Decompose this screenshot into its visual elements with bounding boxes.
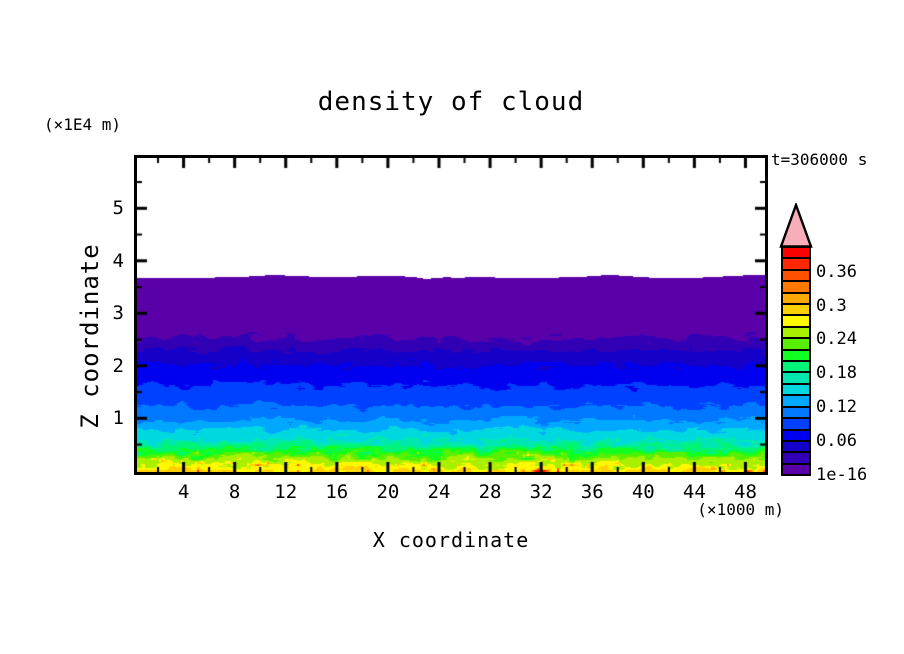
colorbar-cell-4 <box>783 417 809 429</box>
z-tick-label-1: 1 <box>112 407 124 430</box>
colorbar-cell-15 <box>783 291 809 304</box>
z-tick-label-3: 3 <box>112 302 124 325</box>
plot-title: density of cloud <box>317 87 585 117</box>
colorbar-cell-2 <box>783 439 809 452</box>
z-tick-label-2: 2 <box>112 354 124 377</box>
z-tick-label-4: 4 <box>112 249 124 272</box>
x-axis-unit-label: (×1000 m) <box>697 500 784 519</box>
x-tick-label-28: 28 <box>478 481 502 503</box>
x-axis-title: X coordinate <box>372 528 530 552</box>
colorbar-tick-label-0.06: 0.06 <box>816 431 857 452</box>
colorbar-cell-18 <box>783 257 809 269</box>
colorbar-cell-0 <box>783 462 809 475</box>
x-tick-label-36: 36 <box>580 481 604 503</box>
x-tick-label-44: 44 <box>682 481 706 503</box>
colorbar-cell-9 <box>783 360 809 372</box>
x-tick-label-16: 16 <box>325 481 349 503</box>
colorbar-tick-label-0.12: 0.12 <box>816 397 857 418</box>
colorbar-cell-17 <box>783 268 809 281</box>
x-tick-label-32: 32 <box>529 481 553 503</box>
x-tick-label-20: 20 <box>376 481 400 503</box>
colorbar-overflow-arrow <box>779 203 813 248</box>
z-tick-label-5: 5 <box>112 197 124 220</box>
colorbar-tick-label-0.18: 0.18 <box>816 363 857 384</box>
colorbar-cell-7 <box>783 382 809 395</box>
colorbar <box>781 246 811 476</box>
colorbar-cell-14 <box>783 303 809 315</box>
colorbar-cell-19 <box>783 248 809 258</box>
x-tick-label-12: 12 <box>274 481 298 503</box>
contour-field-canvas <box>137 158 765 472</box>
x-tick-label-24: 24 <box>427 481 451 503</box>
colorbar-cell-10 <box>783 348 809 361</box>
y-axis-unit-label: (×1E4 m) <box>44 115 122 134</box>
x-tick-label-48: 48 <box>734 481 757 503</box>
colorbar-cell-1 <box>783 451 809 463</box>
colorbar-arrow-polygon <box>779 203 813 248</box>
colorbar-tick-label-1e-16: 1e-16 <box>816 465 868 485</box>
x-tick-label-40: 40 <box>631 481 655 503</box>
colorbar-cell-3 <box>783 428 809 440</box>
colorbar-cell-8 <box>783 371 809 383</box>
colorbar-cell-12 <box>783 325 809 338</box>
x-tick-label-4: 4 <box>177 481 190 503</box>
colorbar-cell-6 <box>783 394 809 406</box>
colorbar-tick-label-0.3: 0.3 <box>816 295 847 316</box>
colorbar-tick-label-0.24: 0.24 <box>816 329 857 350</box>
colorbar-cell-5 <box>783 405 809 418</box>
colorbar-tick-label-0.36: 0.36 <box>816 261 857 282</box>
colorbar-cell-13 <box>783 314 809 326</box>
time-annotation: t=306000 s <box>771 150 868 169</box>
colorbar-cell-11 <box>783 337 809 349</box>
x-tick-label-8: 8 <box>228 481 241 503</box>
colorbar-cell-16 <box>783 280 809 292</box>
